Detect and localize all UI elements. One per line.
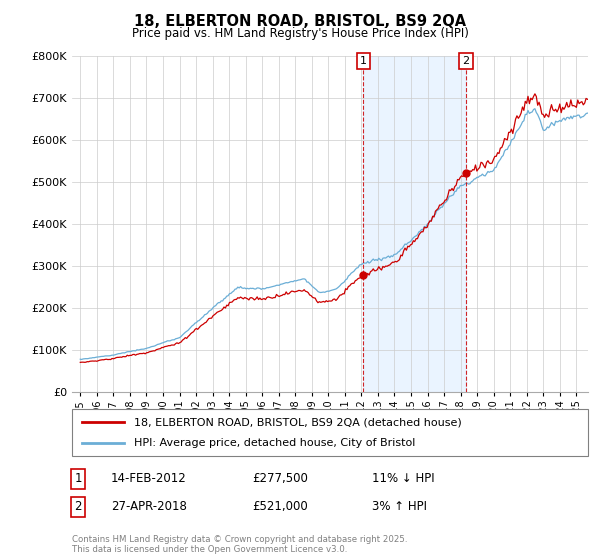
Bar: [364, 56, 466, 392]
Text: 1: 1: [74, 472, 82, 486]
Text: 18, ELBERTON ROAD, BRISTOL, BS9 2QA (detached house): 18, ELBERTON ROAD, BRISTOL, BS9 2QA (det…: [134, 417, 461, 427]
Text: £277,500: £277,500: [252, 472, 308, 486]
Text: 1: 1: [360, 56, 367, 66]
Text: 14-FEB-2012: 14-FEB-2012: [111, 472, 187, 486]
Text: 2: 2: [74, 500, 82, 514]
Text: 3% ↑ HPI: 3% ↑ HPI: [372, 500, 427, 514]
Text: 27-APR-2018: 27-APR-2018: [111, 500, 187, 514]
Text: HPI: Average price, detached house, City of Bristol: HPI: Average price, detached house, City…: [134, 438, 415, 448]
Text: 18, ELBERTON ROAD, BRISTOL, BS9 2QA: 18, ELBERTON ROAD, BRISTOL, BS9 2QA: [134, 14, 466, 29]
Text: Price paid vs. HM Land Registry's House Price Index (HPI): Price paid vs. HM Land Registry's House …: [131, 27, 469, 40]
Text: 11% ↓ HPI: 11% ↓ HPI: [372, 472, 434, 486]
Text: £521,000: £521,000: [252, 500, 308, 514]
Text: Contains HM Land Registry data © Crown copyright and database right 2025.
This d: Contains HM Land Registry data © Crown c…: [72, 535, 407, 554]
Text: 2: 2: [463, 56, 470, 66]
FancyBboxPatch shape: [72, 409, 588, 456]
